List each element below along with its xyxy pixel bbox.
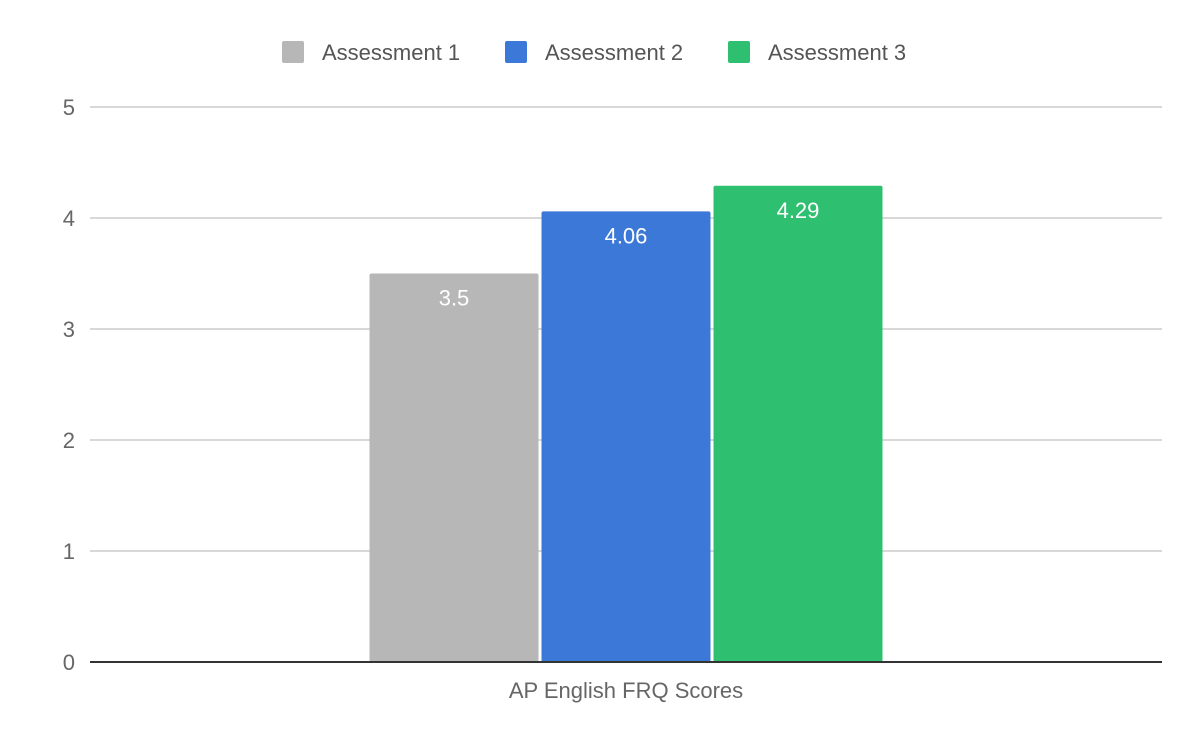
- legend-item-assessment-2: Assessment 2: [505, 40, 683, 65]
- y-tick-label: 4: [63, 206, 75, 231]
- legend-item-assessment-1: Assessment 1: [282, 40, 460, 65]
- y-tick-label: 0: [63, 650, 75, 675]
- bars: [369, 185, 883, 662]
- legend-swatch: [728, 41, 750, 63]
- y-tick-label: 3: [63, 317, 75, 342]
- legend-swatch: [282, 41, 304, 63]
- data-label-assessment-1: 3.5: [439, 286, 470, 311]
- legend-label: Assessment 3: [768, 40, 906, 65]
- y-axis-ticks: 0 1 2 3 4 5: [63, 95, 75, 675]
- chart-legend: Assessment 1 Assessment 2 Assessment 3: [282, 40, 906, 65]
- bar-assessment-2: [541, 211, 711, 662]
- data-labels: 3.5 4.06 4.29: [439, 198, 820, 311]
- legend-label: Assessment 1: [322, 40, 460, 65]
- y-tick-label: 1: [63, 539, 75, 564]
- legend-item-assessment-3: Assessment 3: [728, 40, 906, 65]
- legend-swatch: [505, 41, 527, 63]
- data-label-assessment-2: 4.06: [605, 223, 648, 248]
- y-tick-label: 2: [63, 428, 75, 453]
- x-category-label: AP English FRQ Scores: [509, 678, 743, 703]
- bar-assessment-1: [369, 273, 539, 662]
- bar-assessment-3: [713, 185, 883, 662]
- y-tick-label: 5: [63, 95, 75, 120]
- legend-label: Assessment 2: [545, 40, 683, 65]
- data-label-assessment-3: 4.29: [777, 198, 820, 223]
